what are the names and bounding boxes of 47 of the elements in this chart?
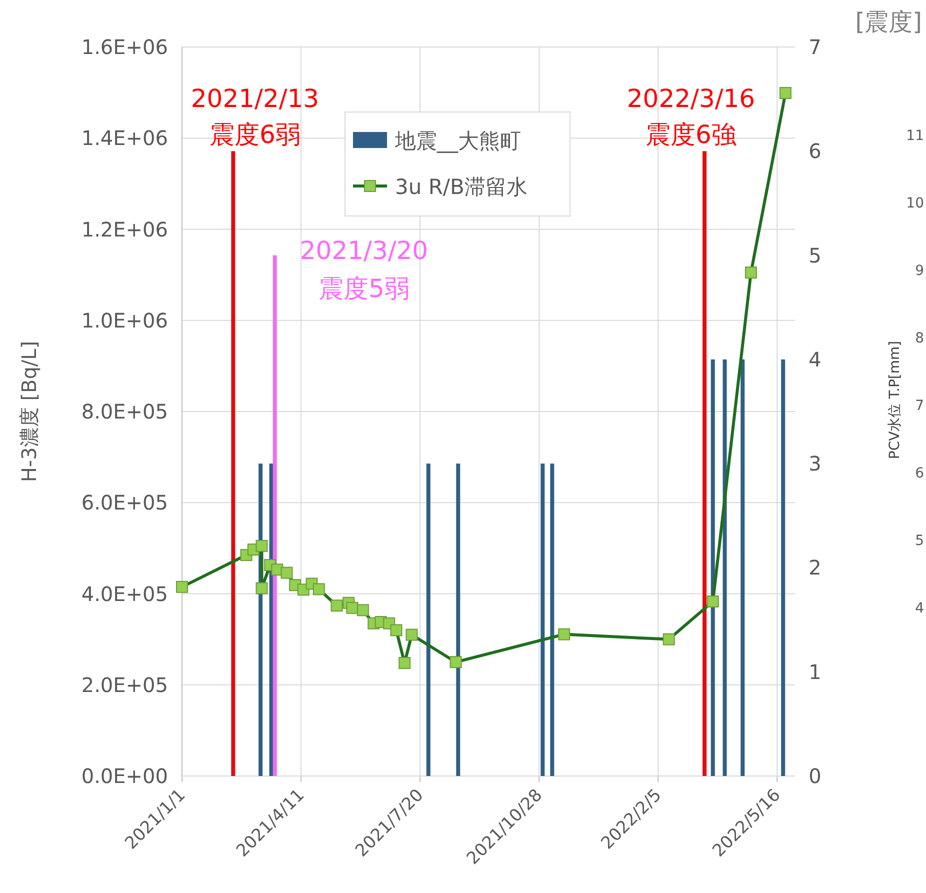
annotation: 震度6弱	[210, 120, 300, 149]
annotation: 震度5弱	[318, 274, 410, 303]
y-tick-label: 1.2E+06	[81, 217, 168, 242]
y2-tick-label: 2	[808, 556, 822, 580]
bar	[550, 464, 554, 776]
bar	[426, 464, 430, 776]
y2-tick-label: 7	[808, 35, 822, 59]
y-tick-label: 2.0E+05	[81, 672, 168, 697]
y3-tick-label: 9	[915, 262, 924, 279]
bar	[272, 255, 277, 776]
annotation: 2021/2/13	[190, 84, 320, 113]
y-tick-label: 1.0E+06	[81, 308, 168, 332]
annotation: 2022/3/16	[626, 84, 756, 113]
y3-tick-label: 11	[906, 128, 924, 144]
bar	[540, 464, 545, 776]
bar	[456, 464, 460, 776]
y2-tick-label: 5	[808, 243, 822, 268]
y2-axis-title: [震度]	[855, 8, 922, 36]
bar	[722, 359, 727, 776]
y2-tick-label: 6	[808, 139, 822, 164]
y3-tick-label: 4	[915, 600, 924, 616]
bar	[740, 359, 745, 776]
y-tick-label: 8.0E+05	[81, 400, 168, 424]
y-tick-label: 4.0E+05	[81, 582, 168, 606]
y3-tick-label: 10	[906, 195, 924, 212]
y3-tick-label: 8	[915, 330, 924, 346]
y-axis-title: H-3濃度 [Bq/L]	[17, 340, 41, 482]
annotation: 2021/3/20	[300, 236, 428, 265]
y2-tick-label: 3	[808, 452, 822, 476]
y2-tick-label: 4	[808, 347, 822, 372]
y-tick-label: 1.6E+06	[81, 35, 168, 59]
bar	[781, 359, 786, 776]
bar	[231, 151, 236, 776]
legend-label: 3u R/B滞留水	[395, 175, 528, 199]
y-tick-label: 0.0E+00	[81, 764, 168, 788]
y2-tick-label: 1	[808, 660, 822, 684]
bar	[710, 359, 715, 776]
y-tick-label: 6.0E+05	[81, 490, 168, 515]
y3-tick-label: 5	[915, 532, 924, 549]
bar	[702, 151, 707, 776]
y3-axis-title: PCV水位 T.P[mm]	[887, 340, 903, 460]
y-tick-label: 1.4E+06	[81, 126, 168, 150]
annotation: 震度6強	[646, 120, 736, 149]
y3-tick-label: 7	[915, 398, 924, 414]
legend-label: 地震__大熊町	[394, 129, 521, 153]
y2-tick-label: 0	[808, 764, 822, 788]
y3-tick-label: 6	[915, 465, 924, 482]
